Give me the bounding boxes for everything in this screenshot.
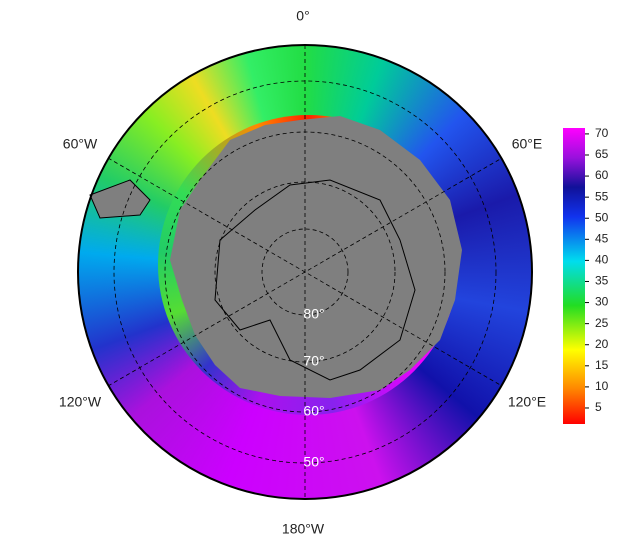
south-america <box>89 179 151 219</box>
colorbar-tick-label: 40 <box>595 253 609 267</box>
latitude-label: 80° <box>303 306 324 322</box>
colorbar-tick-label: 15 <box>595 358 609 372</box>
colorbar-tick-label: 5 <box>595 400 602 414</box>
latitude-label: 60° <box>303 403 324 419</box>
colorbar-tick-label: 70 <box>595 126 609 140</box>
longitude-label: 60°E <box>512 136 543 152</box>
coastline <box>214 179 416 381</box>
colorbar-tick-label: 60 <box>595 168 609 182</box>
latitude-label: 50° <box>303 454 324 470</box>
longitude-label: 180°W <box>282 521 325 537</box>
graticule <box>107 45 503 499</box>
colorbar <box>563 128 585 424</box>
colorbar-tick-label: 20 <box>595 337 609 351</box>
latitude-label: 70° <box>303 353 324 369</box>
longitude-label: 60°W <box>63 136 98 152</box>
colorbar-tick-label: 10 <box>595 379 609 393</box>
antarctica <box>170 116 462 398</box>
longitude-label: 120°E <box>508 394 546 410</box>
map-border <box>77 44 533 500</box>
colorbar-tick-label: 25 <box>595 316 609 330</box>
longitude-label: 0° <box>296 8 309 24</box>
colorbar-tick-label: 50 <box>595 210 609 224</box>
longitude-label: 120°W <box>59 394 102 410</box>
colorbar-tick-label: 30 <box>595 295 609 309</box>
colorbar-tick-label: 35 <box>595 274 609 288</box>
colorbar-tick-label: 45 <box>595 231 609 245</box>
colorbar-tick-label: 65 <box>595 147 609 161</box>
colorbar-tick-label: 55 <box>595 189 609 203</box>
